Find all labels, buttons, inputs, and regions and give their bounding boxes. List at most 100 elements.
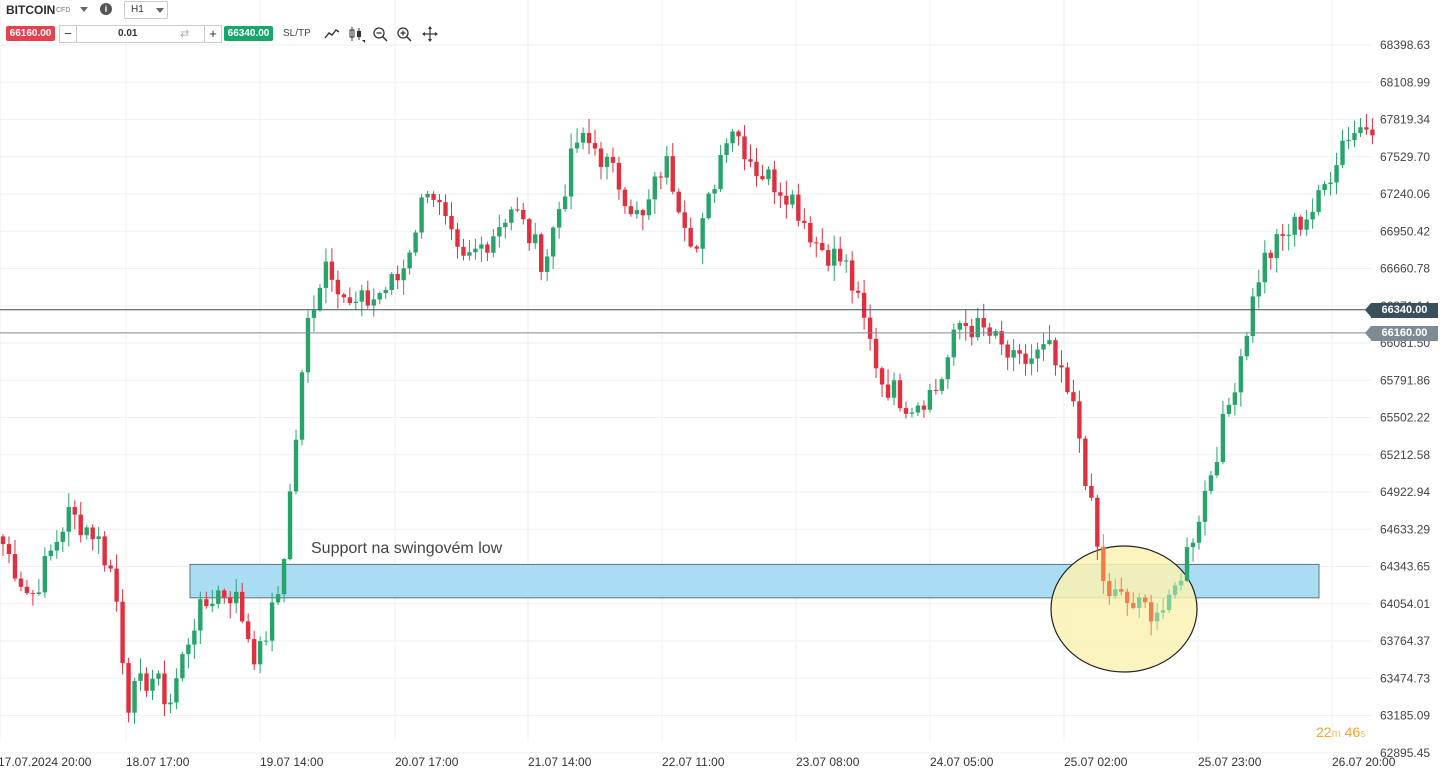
candle-body — [921, 405, 927, 410]
candle-body — [341, 294, 347, 298]
y-tick-label: 63185.09 — [1380, 709, 1430, 723]
candle — [18, 571, 24, 592]
candle-body — [168, 702, 173, 705]
zoom-in-icon[interactable] — [395, 25, 413, 43]
candle — [921, 400, 927, 418]
candle — [527, 217, 532, 251]
quantity-minus-button[interactable]: − — [60, 26, 77, 42]
y-tick-label: 68398.63 — [1380, 38, 1430, 52]
swap-icon[interactable]: ⇄ — [180, 28, 190, 40]
candle — [1065, 362, 1070, 395]
quantity-input[interactable]: 0.01 — [118, 28, 138, 39]
y-tick-label: 64343.65 — [1380, 560, 1430, 574]
quantity-stepper[interactable]: − 0.01 ⇄ + — [59, 25, 222, 43]
candle-body — [1256, 282, 1261, 297]
candle — [341, 292, 347, 304]
candle-body — [843, 260, 849, 262]
sell-button[interactable]: 66160.00 — [6, 26, 55, 41]
candle-body — [963, 323, 968, 326]
candle — [1041, 332, 1046, 361]
candle — [323, 248, 329, 304]
candle-body — [317, 287, 323, 311]
candle — [1119, 577, 1124, 596]
candle-body — [359, 290, 364, 302]
line-chart-icon[interactable] — [323, 25, 341, 43]
buy-button[interactable]: 66340.00 — [224, 26, 273, 41]
candle-body — [1160, 610, 1166, 613]
quantity-plus-button[interactable]: + — [204, 26, 221, 42]
candle-body — [437, 199, 442, 203]
candle-body — [1089, 485, 1094, 498]
candle — [419, 194, 424, 239]
candle — [1238, 348, 1244, 407]
candle — [42, 547, 48, 598]
info-icon[interactable]: i — [100, 3, 112, 15]
candle-body — [18, 578, 24, 587]
candle — [1047, 325, 1052, 346]
candle — [461, 238, 466, 261]
candle-body — [1059, 365, 1064, 368]
candle — [1142, 594, 1148, 608]
candle-body — [1101, 546, 1106, 582]
candle-body — [1304, 219, 1309, 230]
x-tick-label: 25.07 23:00 — [1198, 755, 1262, 769]
candle — [497, 214, 502, 248]
candle-body — [700, 218, 705, 249]
candle-body — [90, 527, 95, 540]
candle-body — [832, 248, 837, 266]
candle-body — [407, 252, 412, 269]
candle — [114, 554, 119, 612]
candle-body — [0, 536, 6, 545]
candle — [269, 592, 275, 652]
candle-body — [1113, 589, 1118, 597]
candle-countdown: 22m 46s — [1316, 724, 1366, 740]
candle-body — [1077, 401, 1082, 439]
x-tick-label: 20.07 17:00 — [395, 755, 459, 769]
candle — [1053, 337, 1058, 376]
candle — [694, 244, 699, 253]
zoom-out-icon[interactable] — [371, 25, 389, 43]
symbol-dropdown-icon[interactable] — [80, 7, 88, 12]
candle — [568, 133, 574, 210]
candle-body — [849, 260, 855, 291]
buy-price-tag: 66340.00 — [1365, 302, 1438, 318]
candle-body — [120, 601, 125, 664]
candle-body — [1358, 127, 1363, 134]
candlestick-icon[interactable] — [347, 25, 365, 43]
x-tick-label: 25.07 02:00 — [1064, 755, 1128, 769]
candle-body — [1041, 344, 1046, 350]
timeframe-select[interactable]: H1 — [124, 1, 168, 19]
candle — [371, 288, 376, 317]
candle-body — [275, 594, 281, 603]
candle-body — [790, 194, 795, 205]
candle-body — [1172, 585, 1178, 595]
candle — [891, 372, 897, 406]
candle — [1256, 269, 1261, 309]
candle-body — [323, 261, 329, 288]
candle — [1322, 180, 1327, 196]
symbol-name[interactable]: BITCOIN — [6, 3, 56, 17]
candle — [1304, 210, 1309, 236]
y-tick-label: 68108.99 — [1380, 75, 1430, 89]
candle — [1262, 240, 1267, 294]
candle — [1160, 598, 1166, 619]
candle-body — [903, 408, 909, 414]
candle-body — [826, 250, 831, 266]
candle — [1107, 573, 1112, 605]
sltp-button[interactable]: SL/TP — [283, 28, 311, 39]
candle-body — [1286, 234, 1291, 236]
candle — [0, 534, 6, 556]
candle — [228, 591, 233, 619]
candle — [808, 216, 813, 248]
candle-body — [760, 176, 765, 180]
crosshair-icon[interactable] — [421, 25, 439, 43]
candle-body — [1316, 190, 1321, 212]
candle — [993, 328, 998, 339]
candle-body — [54, 541, 60, 551]
candle-body — [1166, 594, 1172, 611]
candle — [539, 232, 544, 281]
candle-body — [263, 640, 269, 642]
candle-body — [186, 644, 191, 655]
candle — [377, 291, 382, 305]
